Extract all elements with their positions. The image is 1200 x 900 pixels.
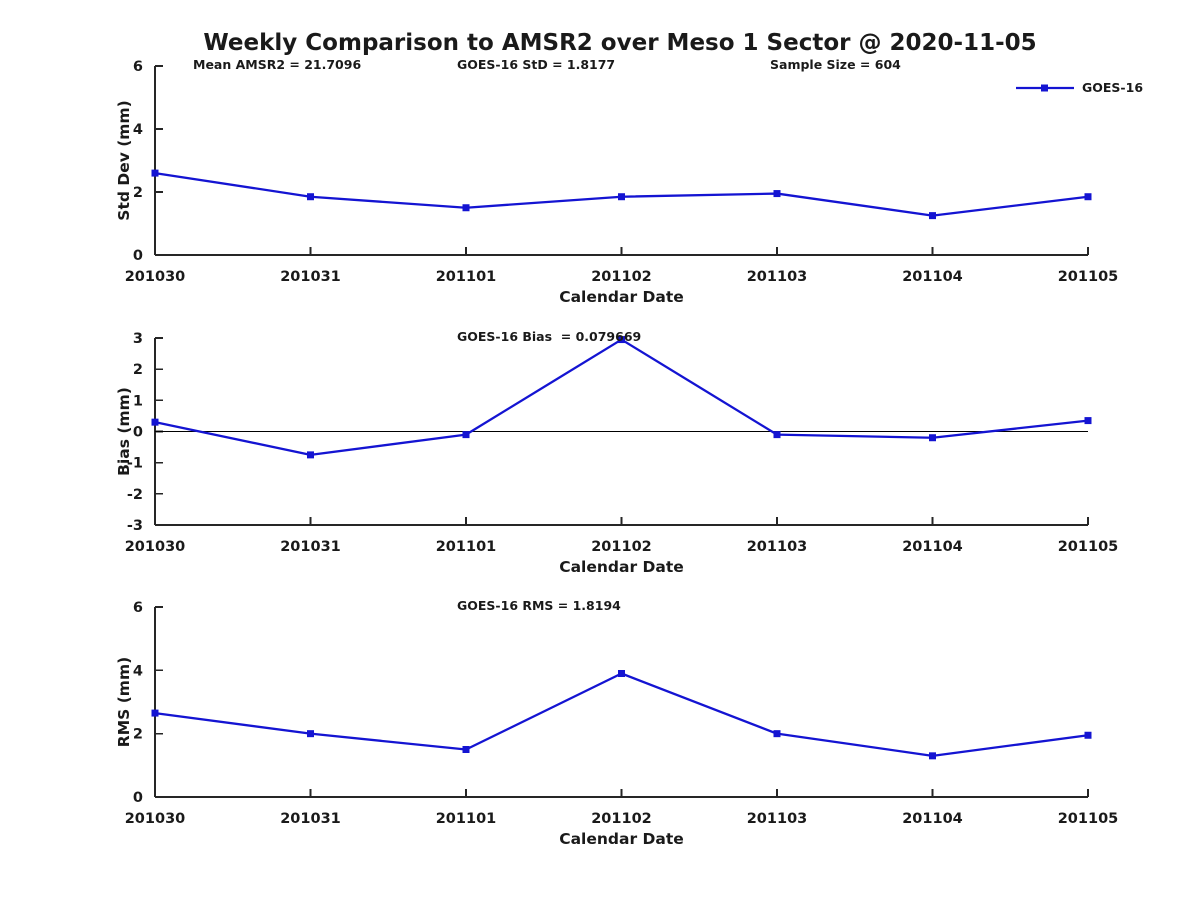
rms-panel: 0 2 4 6 201030 201031 201101 201102 201103 201104…: [115, 598, 1118, 848]
data-point-marker: [929, 212, 936, 220]
x-tick-label: 201031: [280, 811, 341, 827]
legend-square-marker: [1041, 84, 1048, 91]
panel-annotation: GOES-16 StD = 1.8177: [457, 57, 615, 72]
data-point-marker: [618, 336, 625, 344]
y-tick-label: 3: [133, 331, 143, 347]
legend-label: GOES-16: [1082, 80, 1144, 95]
y-tick-label: 4: [133, 122, 143, 138]
y-tick-label: -1: [127, 456, 143, 472]
x-tick-label: 201105: [1058, 269, 1119, 285]
y-tick-label: -2: [127, 487, 143, 503]
panel-annotation: Sample Size = 604: [770, 57, 901, 72]
y-tick-label: 0: [133, 790, 143, 806]
y-tick-label: 0: [133, 248, 143, 264]
data-point-marker: [1084, 417, 1092, 425]
x-axis-label: Calendar Date: [559, 558, 684, 576]
y-axis-label: Bias (mm): [115, 387, 133, 476]
y-tick-label: 6: [133, 59, 143, 75]
panel-annotation: GOES-16 Bias = 0.079669: [457, 329, 641, 344]
x-tick-label: 201103: [747, 539, 808, 555]
data-point-marker: [618, 670, 625, 677]
x-tick-label: 201104: [902, 269, 963, 285]
data-point-marker: [929, 752, 936, 760]
series-line-goes-16: [154, 672, 1089, 757]
x-tick-label: 201104: [902, 811, 963, 827]
legend: GOES-16: [1016, 80, 1143, 95]
y-tick-label: 1: [133, 393, 143, 409]
data-point-marker: [1084, 193, 1092, 201]
data-point-marker: [929, 434, 936, 442]
x-tick-label: 201031: [280, 269, 341, 285]
y-axis-label: Std Dev (mm): [115, 100, 133, 220]
y-tick-label: -3: [127, 518, 143, 534]
y-tick-label: 2: [133, 727, 143, 743]
y-tick-label: 6: [133, 600, 143, 616]
x-tick-label: 201104: [902, 539, 963, 555]
x-tick-label: 201030: [125, 539, 186, 555]
x-axis-label: Calendar Date: [559, 288, 684, 306]
series-line-goes-16: [154, 338, 1089, 457]
y-axis-label: RMS (mm): [115, 657, 133, 747]
data-point-marker: [618, 193, 625, 201]
legend-marker-icon: [1016, 84, 1074, 91]
x-tick-label: 201102: [591, 811, 652, 827]
data-point-marker: [773, 190, 781, 198]
data-point-marker: [462, 204, 470, 212]
figure-title: Weekly Comparison to AMSR2 over Meso 1 S…: [203, 30, 1037, 56]
x-tick-label: 201105: [1058, 539, 1119, 555]
data-point-marker: [773, 431, 781, 439]
x-tick-label: 201102: [591, 269, 652, 285]
std-dev-panel: 0 2 4 6 201030 201031 201101 201102 201103 201104…: [115, 57, 1118, 306]
data-point-marker: [151, 169, 159, 177]
x-tick-label: 201105: [1058, 811, 1119, 827]
data-point-marker: [462, 746, 470, 753]
x-tick-label: 201103: [747, 811, 808, 827]
y-tick-label: 2: [133, 362, 143, 378]
x-tick-label: 201030: [125, 811, 186, 827]
panel-annotation: GOES-16 RMS = 1.8194: [457, 598, 621, 613]
x-tick-label: 201101: [436, 539, 497, 555]
data-point-marker: [773, 730, 781, 738]
data-point-marker: [307, 451, 314, 459]
data-point-marker: [462, 431, 470, 439]
y-tick-label: 0: [133, 425, 143, 441]
data-point-marker: [1084, 731, 1092, 739]
x-axis-label: Calendar Date: [559, 830, 684, 848]
bias-panel: -3 -2 -1 0 1 2 3 201030 201031 201101 201102 201103…: [115, 329, 1118, 576]
data-point-marker: [151, 418, 159, 426]
panel-annotation: Mean AMSR2 = 21.7096: [193, 57, 361, 72]
data-point-marker: [307, 193, 314, 201]
x-tick-label: 201103: [747, 269, 808, 285]
x-tick-label: 201102: [591, 539, 652, 555]
x-tick-label: 201030: [125, 269, 186, 285]
data-point-marker: [151, 709, 159, 717]
y-tick-label: 4: [133, 663, 143, 679]
x-tick-label: 201101: [436, 269, 497, 285]
y-tick-label: 2: [133, 185, 143, 201]
x-tick-label: 201031: [280, 539, 341, 555]
x-tick-label: 201101: [436, 811, 497, 827]
data-point-marker: [307, 730, 314, 738]
